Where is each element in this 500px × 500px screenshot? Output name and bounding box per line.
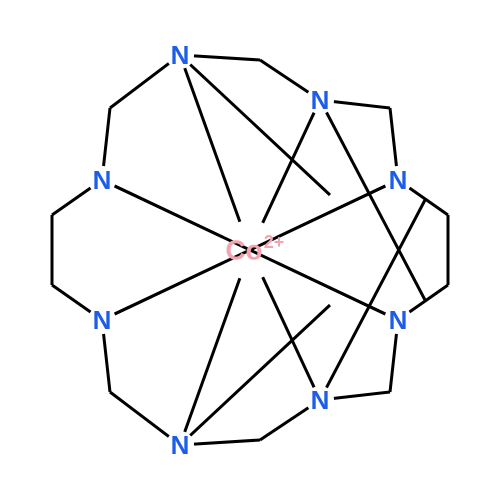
ring-bond <box>334 392 390 398</box>
ring-bond <box>194 440 260 444</box>
cobalt-charge-label: 2+ <box>264 232 285 252</box>
bond <box>263 277 314 387</box>
atom-labels-layer: Co2+ N N N N N N N N <box>93 40 408 460</box>
ring-bond <box>104 108 110 166</box>
bond <box>185 68 240 222</box>
nitrogen-atom-label: N <box>389 165 408 195</box>
nitrogen-atom-label: N <box>171 430 190 460</box>
cross-bond <box>190 65 330 195</box>
ring-bond <box>52 285 91 312</box>
nitrogen-atom-label: N <box>311 85 330 115</box>
ring-bond <box>409 188 448 215</box>
bond <box>263 113 314 223</box>
ring-bond <box>194 56 260 60</box>
ring-bond <box>110 392 169 437</box>
ring-bond <box>334 102 390 108</box>
ring-bond <box>110 63 169 108</box>
nitrogen-atom-label: N <box>93 165 112 195</box>
nitrogen-atom-label: N <box>389 305 408 335</box>
ring-bond <box>104 334 110 392</box>
ring-bond <box>52 188 91 215</box>
cross-bond <box>190 305 330 435</box>
chemical-structure-diagram: Co2+ N N N N N N N N <box>0 0 500 500</box>
nitrogen-atom-label: N <box>93 305 112 335</box>
bond <box>185 278 240 432</box>
ring-bond <box>390 108 396 166</box>
ring-bond <box>390 334 396 392</box>
cobalt-atom-label: Co <box>225 235 262 266</box>
ring-bond <box>409 285 448 312</box>
ring-bond <box>260 60 308 92</box>
nitrogen-atom-label: N <box>311 385 330 415</box>
nitrogen-atom-label: N <box>171 40 190 70</box>
ring-bond <box>260 408 308 440</box>
